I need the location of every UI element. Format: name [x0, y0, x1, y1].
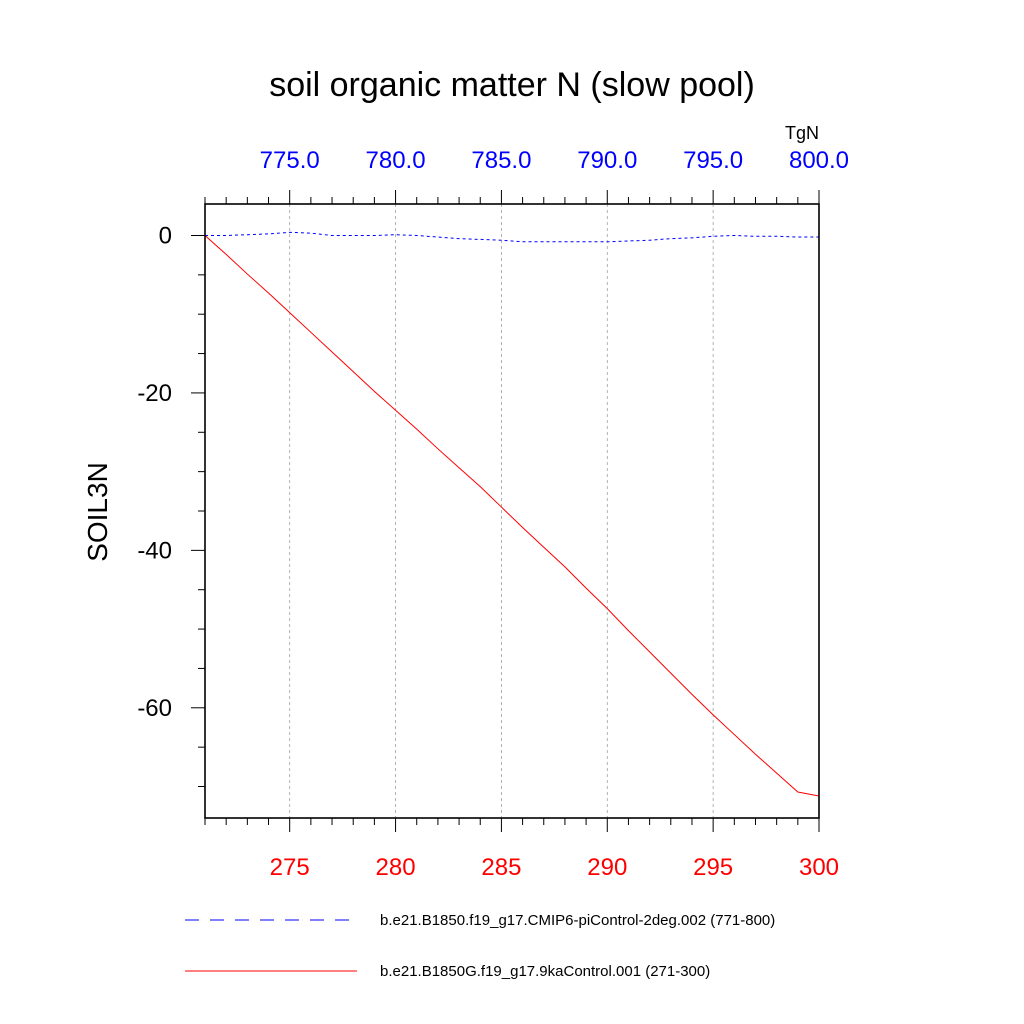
- plot-frame: [204, 203, 820, 819]
- y-tick-label: 0: [159, 222, 172, 249]
- tick-labels: 275 280 285 290 295 300 775.0 780.0 785.0 790.0 79…: [137, 147, 849, 881]
- x-tick-label: 280: [376, 854, 416, 881]
- top-tick-label: 775.0: [260, 147, 320, 174]
- x-tick-label: 275: [270, 854, 310, 881]
- y-tick-label: -20: [137, 380, 172, 407]
- legend-label-picontrol: b.e21.B1850.f19_g17.CMIP6-piControl-2deg…: [380, 912, 775, 929]
- legend-label-9kacontrol: b.e21.B1850G.f19_g17.9kaControl.001 (271…: [380, 963, 710, 980]
- x-tick-label: 300: [799, 854, 839, 881]
- series-line-0: [205, 231, 819, 243]
- ticks: [191, 190, 820, 832]
- grid: [289, 204, 714, 818]
- x-tick-label: 290: [587, 854, 627, 881]
- series-layer: [204, 231, 820, 797]
- x-tick-label: 295: [693, 854, 733, 881]
- x-tick-label: 285: [481, 854, 521, 881]
- top-tick-label: 795.0: [683, 147, 743, 174]
- top-axis-units: TgN: [785, 123, 819, 143]
- top-tick-label: 785.0: [471, 147, 531, 174]
- series-line-1: [204, 235, 820, 797]
- y-axis-label: SOIL3N: [82, 462, 113, 562]
- top-tick-label: 800.0: [789, 147, 849, 174]
- chart-title: soil organic matter N (slow pool): [269, 66, 755, 104]
- top-tick-label: 790.0: [577, 147, 637, 174]
- y-tick-label: -60: [137, 695, 172, 722]
- legend: b.e21.B1850.f19_g17.CMIP6-piControl-2deg…: [185, 912, 775, 980]
- top-tick-label: 780.0: [366, 147, 426, 174]
- y-tick-label: -40: [137, 537, 172, 564]
